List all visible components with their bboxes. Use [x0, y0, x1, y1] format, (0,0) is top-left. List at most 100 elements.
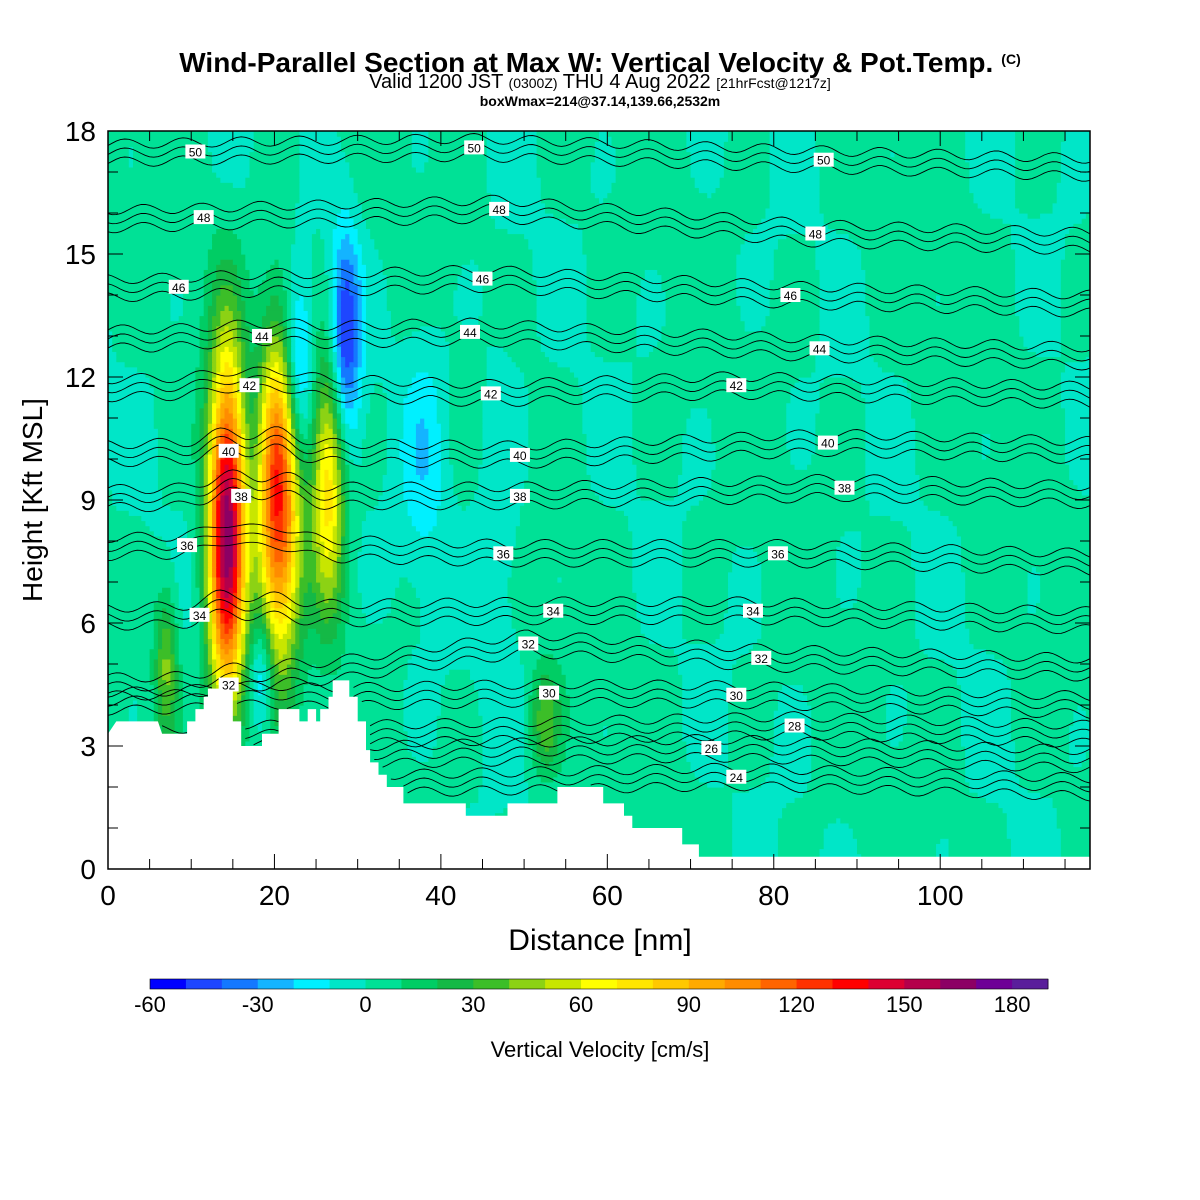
field-cell [303, 566, 317, 573]
field-cell [773, 730, 812, 737]
field-cell [282, 361, 288, 368]
field-cell [178, 694, 184, 701]
field-cell [341, 474, 346, 481]
field-cell [195, 382, 205, 388]
field-cell [195, 530, 201, 537]
field-cell [307, 448, 313, 455]
field-cell [291, 582, 296, 588]
field-cell [1015, 274, 1062, 281]
field-cell [515, 361, 558, 368]
field-cell [782, 684, 804, 691]
field-cell [727, 571, 762, 578]
field-cell [253, 397, 259, 404]
field-cell [632, 412, 692, 419]
field-cell [811, 459, 866, 465]
field-cell [199, 428, 205, 434]
field-cell [153, 674, 159, 680]
field-cell [203, 541, 209, 547]
field-cell [528, 735, 538, 742]
field-cell [303, 448, 309, 455]
field-cell [981, 448, 991, 455]
field-cell [270, 551, 276, 557]
field-cell [295, 546, 301, 552]
field-cell [1065, 407, 1090, 414]
field-cell [108, 658, 151, 665]
field-cell [249, 710, 255, 716]
field-cell [212, 541, 217, 547]
field-cell [1010, 694, 1090, 701]
field-cell [299, 192, 359, 199]
field-cell [236, 269, 251, 276]
field-cell [336, 520, 342, 527]
field-cell [207, 259, 221, 265]
field-cell [249, 648, 255, 655]
field-cell [253, 694, 267, 701]
field-cell [757, 638, 920, 645]
field-cell [1027, 592, 1041, 598]
field-cell [220, 289, 234, 296]
field-cell [108, 438, 159, 445]
field-cell [761, 325, 821, 332]
field-cell [420, 607, 513, 614]
field-cell [153, 530, 188, 537]
field-cell [311, 489, 317, 496]
field-cell [440, 684, 475, 691]
field-cell [241, 612, 246, 619]
field-cell [524, 494, 600, 501]
field-cell [382, 387, 409, 393]
field-cell [1069, 228, 1090, 235]
field-cell [295, 202, 363, 209]
field-cell [249, 582, 263, 588]
field-cell [224, 546, 234, 552]
field-cell [432, 751, 484, 757]
field-cell [224, 617, 230, 624]
theta-contour-line [108, 532, 1090, 567]
field-cell [349, 500, 380, 506]
field-cell [341, 510, 346, 516]
field-cell [732, 848, 779, 855]
field-cell [553, 213, 767, 219]
field-cell [736, 300, 771, 306]
field-cell [282, 320, 288, 327]
field-cell [386, 453, 400, 460]
field-cell [249, 566, 255, 573]
field-cell [574, 812, 733, 819]
field-cell [511, 612, 638, 619]
field-cell [977, 202, 1016, 209]
field-cell [282, 428, 288, 434]
field-cell [241, 576, 246, 583]
field-cell [823, 838, 858, 844]
field-cell [1056, 807, 1090, 814]
field-cell [632, 443, 683, 450]
field-cell [316, 469, 321, 475]
field-cell [403, 464, 417, 470]
field-cell [557, 746, 567, 752]
field-cell [241, 248, 292, 255]
field-cell [632, 387, 792, 393]
field-cell [815, 151, 891, 158]
field-cell [353, 371, 359, 378]
field-cell [274, 628, 288, 634]
field-cell [807, 787, 970, 793]
field-cell [203, 428, 209, 434]
field-cell [291, 279, 313, 286]
field-cell [328, 597, 338, 604]
field-cell [915, 453, 983, 460]
field-cell [424, 418, 438, 424]
field-cell [157, 715, 176, 721]
field-cell [320, 428, 325, 434]
field-cell [915, 566, 962, 573]
field-cell [257, 469, 263, 475]
field-cell [307, 346, 313, 352]
field-cell [241, 658, 246, 665]
field-cell [948, 848, 1012, 855]
field-cell [216, 628, 221, 634]
field-cell [1015, 756, 1070, 762]
field-cell [1056, 182, 1090, 188]
field-cell [232, 617, 238, 624]
field-cell [270, 648, 276, 655]
field-cell [207, 356, 213, 363]
field-cell [266, 448, 271, 455]
field-cell [320, 546, 325, 552]
field-cell [286, 535, 292, 542]
